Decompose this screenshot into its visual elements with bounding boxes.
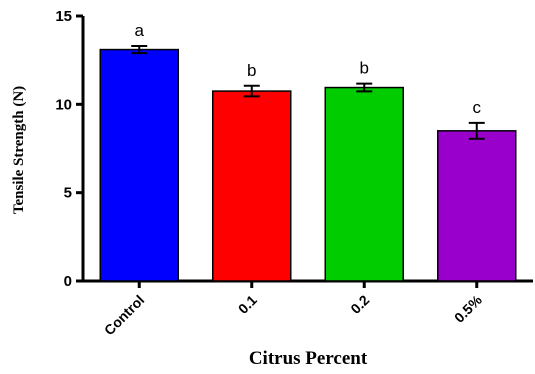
plot-area: 0 5 10 15 a Control b 0.1 b 0.2 c 0.5% [55, 8, 533, 338]
y-tick-label: 0 [64, 273, 72, 290]
bar-0.5% [437, 130, 517, 282]
y-tick-label: 10 [55, 96, 72, 113]
y-tick-label: 5 [64, 185, 72, 202]
x-tick-label: Control [101, 292, 148, 339]
significance-label: c [473, 98, 482, 117]
significance-label: a [135, 21, 145, 40]
x-tick-label: 0.2 [347, 292, 372, 317]
x-tick-label: 0.1 [235, 292, 260, 317]
bar-0.2 [324, 86, 404, 282]
y-tick-label: 15 [55, 8, 72, 25]
bar-0.1 [212, 90, 292, 282]
y-axis-title: Tensile Strength (N) [11, 86, 27, 214]
x-tick-label: 0.5% [451, 291, 485, 325]
significance-label: b [360, 59, 369, 78]
x-axis-title: Citrus Percent [249, 348, 368, 369]
bar-Control [99, 48, 179, 282]
significance-label: b [247, 61, 256, 80]
